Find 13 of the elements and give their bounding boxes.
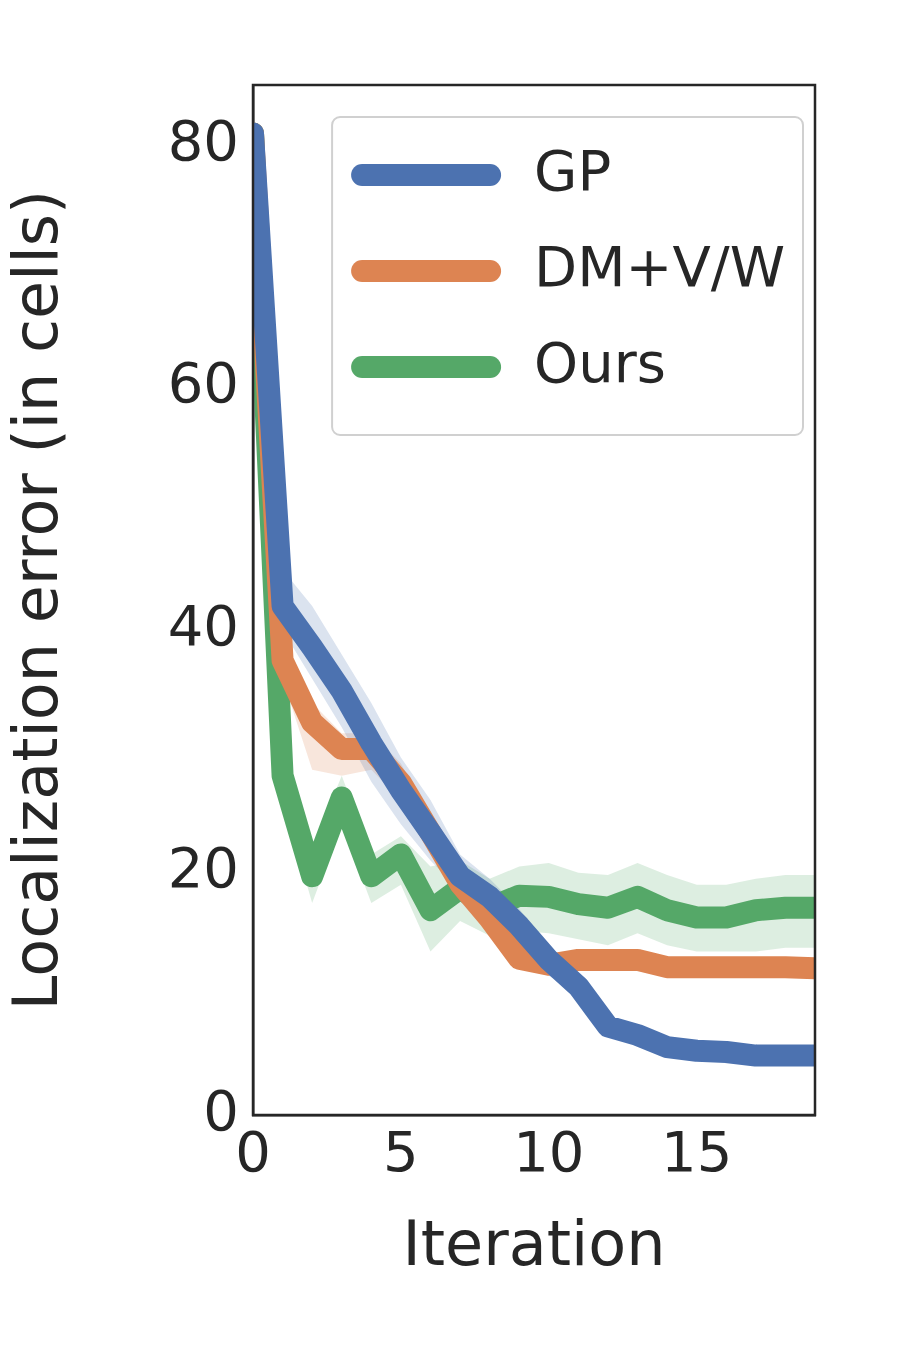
y-axis-title: Localization error (in cells) (0, 189, 73, 1011)
x-axis-title: Iteration (402, 1206, 666, 1280)
x-tick-label: 10 (513, 1119, 585, 1185)
legend-label: Ours (534, 329, 666, 395)
legend-label: DM+V/W (534, 233, 785, 299)
x-tick-label: 5 (383, 1119, 419, 1185)
x-tick-label: 15 (661, 1119, 733, 1185)
y-tick-label: 20 (167, 835, 239, 901)
y-tick-label: 40 (167, 592, 239, 658)
y-tick-label: 0 (203, 1077, 239, 1143)
y-tick-label: 60 (167, 350, 239, 416)
legend-label: GP (534, 137, 612, 203)
y-tick-label: 80 (167, 108, 239, 174)
